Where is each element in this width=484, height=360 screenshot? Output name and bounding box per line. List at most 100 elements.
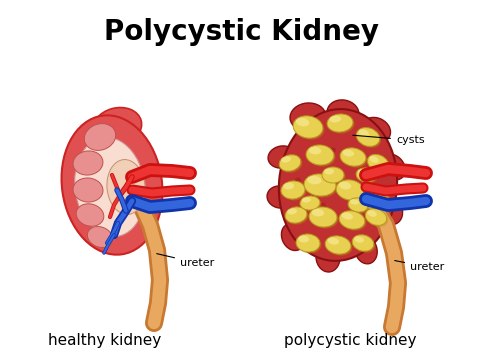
Ellipse shape (268, 146, 296, 168)
Ellipse shape (279, 109, 397, 261)
Ellipse shape (367, 154, 389, 172)
Ellipse shape (305, 198, 311, 202)
Ellipse shape (75, 137, 145, 237)
Ellipse shape (84, 123, 116, 150)
Ellipse shape (367, 185, 389, 201)
Ellipse shape (354, 236, 364, 243)
Ellipse shape (298, 235, 309, 243)
Ellipse shape (330, 148, 336, 153)
Ellipse shape (281, 224, 304, 251)
Ellipse shape (316, 242, 340, 272)
Ellipse shape (309, 207, 337, 227)
Ellipse shape (267, 186, 293, 208)
Ellipse shape (73, 151, 103, 175)
Ellipse shape (302, 197, 311, 203)
Text: polycystic kidney: polycystic kidney (284, 333, 416, 348)
Ellipse shape (320, 202, 326, 207)
Ellipse shape (327, 237, 352, 256)
Ellipse shape (339, 211, 365, 229)
Ellipse shape (300, 196, 320, 210)
Ellipse shape (342, 149, 367, 168)
Ellipse shape (369, 156, 378, 163)
Ellipse shape (352, 235, 374, 251)
Ellipse shape (307, 176, 321, 184)
Ellipse shape (345, 222, 351, 228)
Ellipse shape (306, 145, 334, 165)
Text: ureter: ureter (395, 261, 444, 272)
Ellipse shape (312, 209, 324, 216)
Ellipse shape (339, 182, 351, 189)
Ellipse shape (88, 226, 113, 247)
Ellipse shape (302, 198, 321, 212)
Ellipse shape (356, 127, 379, 147)
Ellipse shape (378, 195, 403, 225)
Ellipse shape (305, 175, 337, 198)
Ellipse shape (355, 172, 361, 177)
Ellipse shape (358, 169, 367, 175)
Ellipse shape (283, 183, 294, 189)
Ellipse shape (327, 100, 359, 126)
Ellipse shape (311, 208, 338, 229)
Ellipse shape (304, 174, 336, 196)
Ellipse shape (309, 147, 321, 154)
Ellipse shape (283, 183, 306, 201)
Ellipse shape (73, 178, 103, 202)
Ellipse shape (338, 181, 365, 202)
Ellipse shape (348, 198, 368, 212)
Ellipse shape (349, 199, 369, 213)
Text: cysts: cysts (353, 135, 424, 145)
Ellipse shape (324, 168, 334, 175)
Ellipse shape (281, 181, 305, 199)
Ellipse shape (107, 159, 145, 215)
Ellipse shape (322, 167, 344, 183)
Ellipse shape (362, 117, 391, 143)
Ellipse shape (343, 149, 354, 157)
Ellipse shape (336, 180, 364, 200)
Ellipse shape (76, 204, 104, 226)
Ellipse shape (307, 147, 335, 167)
Ellipse shape (354, 236, 375, 253)
Ellipse shape (285, 207, 307, 223)
Text: ureter: ureter (157, 254, 214, 268)
Ellipse shape (370, 143, 376, 148)
Ellipse shape (296, 234, 320, 252)
Ellipse shape (281, 156, 302, 173)
Ellipse shape (358, 170, 378, 184)
Ellipse shape (365, 208, 387, 225)
Ellipse shape (330, 116, 341, 122)
Ellipse shape (323, 168, 346, 184)
Ellipse shape (369, 186, 379, 193)
Ellipse shape (327, 114, 353, 132)
Ellipse shape (369, 186, 390, 203)
Ellipse shape (342, 212, 353, 220)
Ellipse shape (279, 155, 301, 171)
Ellipse shape (381, 154, 405, 180)
Ellipse shape (358, 129, 381, 148)
Text: Polycystic Kidney: Polycystic Kidney (105, 18, 379, 46)
Ellipse shape (295, 117, 324, 140)
Ellipse shape (367, 210, 388, 227)
Text: healthy kidney: healthy kidney (48, 333, 162, 348)
Ellipse shape (298, 235, 321, 253)
Ellipse shape (61, 115, 163, 255)
Ellipse shape (359, 129, 369, 137)
Ellipse shape (329, 116, 354, 134)
Ellipse shape (360, 238, 366, 243)
Ellipse shape (325, 236, 351, 254)
Ellipse shape (281, 156, 291, 163)
Ellipse shape (367, 210, 377, 217)
Ellipse shape (92, 108, 142, 147)
Ellipse shape (341, 212, 366, 231)
Ellipse shape (293, 116, 323, 138)
Ellipse shape (356, 168, 376, 182)
Ellipse shape (328, 238, 339, 244)
Ellipse shape (369, 156, 390, 173)
Ellipse shape (340, 148, 366, 166)
Ellipse shape (355, 236, 377, 264)
Ellipse shape (296, 118, 309, 126)
Ellipse shape (295, 177, 301, 183)
Ellipse shape (350, 199, 359, 204)
Ellipse shape (290, 103, 326, 131)
Ellipse shape (287, 208, 308, 225)
Ellipse shape (287, 208, 297, 215)
